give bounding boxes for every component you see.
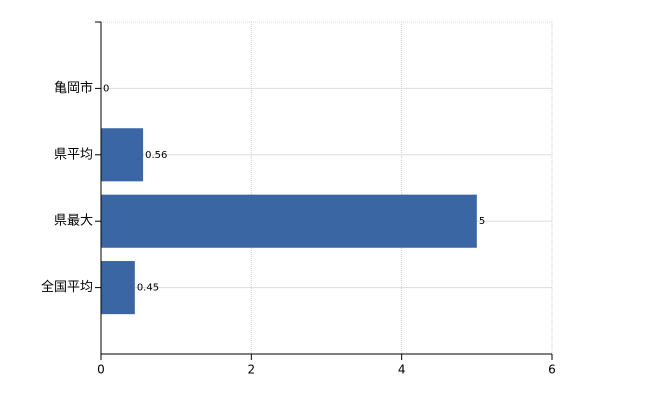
value-label: 0.56 — [145, 150, 167, 161]
x-tick-label: 2 — [248, 363, 256, 377]
y-tick-label: 亀岡市 — [54, 80, 93, 96]
x-tick-label: 6 — [548, 363, 556, 377]
y-tick-label: 県平均 — [54, 147, 93, 162]
x-tick-label: 4 — [398, 363, 406, 377]
bar — [101, 261, 135, 315]
value-label: 0.45 — [137, 283, 159, 294]
y-tick-label: 県最大 — [54, 214, 93, 229]
bar — [101, 128, 144, 182]
bar — [101, 194, 477, 248]
y-tick-label: 全国平均 — [41, 279, 93, 295]
value-label: 0 — [103, 83, 109, 94]
value-label: 5 — [479, 216, 485, 227]
x-tick-label: 0 — [97, 363, 105, 377]
